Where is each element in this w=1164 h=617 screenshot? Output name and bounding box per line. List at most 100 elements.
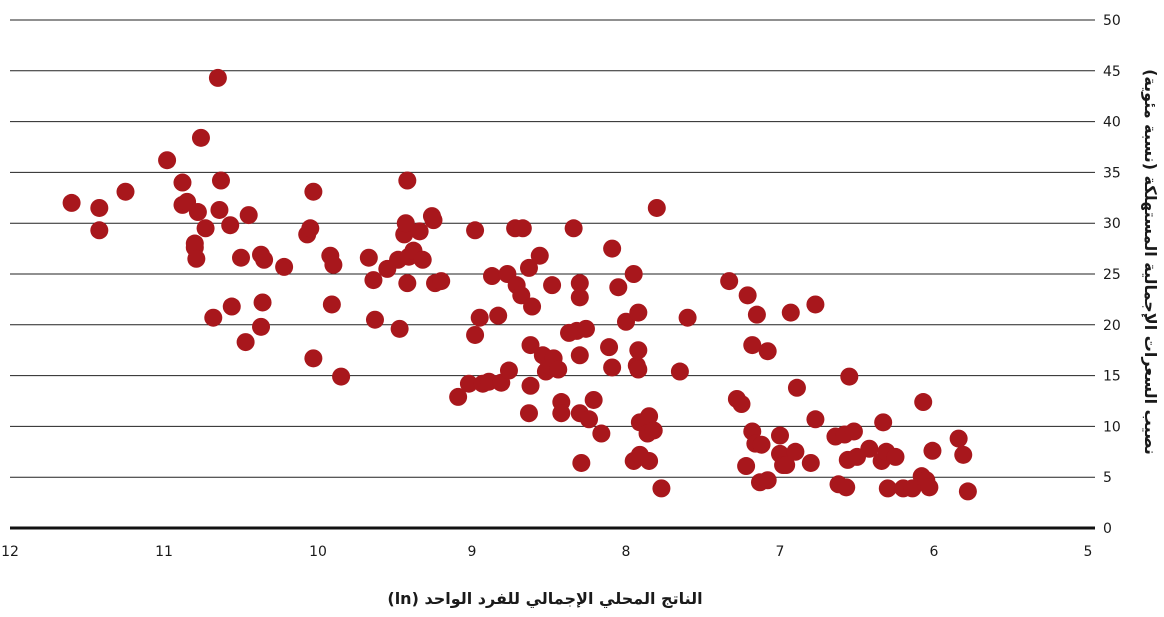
x-tick-label: 9 xyxy=(468,544,477,560)
data-point xyxy=(771,426,789,445)
x-tick-label: 10 xyxy=(309,544,327,560)
data-point xyxy=(603,358,622,377)
data-point xyxy=(236,333,255,352)
data-point xyxy=(390,319,409,338)
data-point xyxy=(470,308,489,327)
x-axis: 12 11 10 9 8 7 6 5 xyxy=(1,526,1095,560)
data-point xyxy=(208,68,227,87)
y-tick-label: 0 xyxy=(1103,521,1112,537)
data-point xyxy=(398,171,417,190)
data-point xyxy=(781,303,800,322)
data-point xyxy=(860,439,879,458)
data-point xyxy=(629,360,648,379)
data-point xyxy=(644,421,663,440)
data-point xyxy=(737,457,756,476)
x-tick-label: 8 xyxy=(622,544,631,560)
data-point xyxy=(359,248,378,267)
data-point xyxy=(252,317,271,336)
data-point xyxy=(449,387,468,406)
data-point xyxy=(552,404,571,423)
data-point xyxy=(720,272,739,291)
y-axis: 0 5 10 15 20 25 30 35 40 45 50 xyxy=(1103,13,1121,537)
data-point xyxy=(743,336,762,355)
data-point xyxy=(958,482,977,501)
data-point xyxy=(678,308,697,327)
data-point xyxy=(837,478,856,497)
data-point xyxy=(920,478,939,497)
data-point xyxy=(640,407,659,426)
data-point xyxy=(584,390,603,409)
data-point xyxy=(513,219,532,238)
data-point xyxy=(512,286,531,305)
data-point xyxy=(424,211,443,230)
data-point xyxy=(489,306,508,325)
x-tick-label: 5 xyxy=(1084,544,1093,560)
x-tick-label: 6 xyxy=(930,544,939,560)
data-point xyxy=(530,246,549,265)
x-tick-label: 11 xyxy=(155,544,173,560)
data-point xyxy=(732,395,751,414)
data-point xyxy=(572,453,591,472)
data-point xyxy=(413,250,432,269)
data-point xyxy=(466,221,485,240)
data-point xyxy=(914,393,933,412)
data-point xyxy=(204,308,223,327)
data-point xyxy=(844,422,863,441)
data-point xyxy=(519,258,538,277)
data-point xyxy=(787,378,806,397)
data-point xyxy=(322,295,341,314)
data-point xyxy=(523,297,542,316)
data-point xyxy=(410,222,429,241)
data-point xyxy=(592,424,611,443)
x-axis-title: الناتج المحلي الإجمالي للفرد الواحد (ln) xyxy=(387,589,702,609)
data-point xyxy=(747,305,766,324)
data-point xyxy=(324,255,343,274)
data-point xyxy=(629,341,648,360)
data-point xyxy=(840,367,859,386)
data-point xyxy=(255,250,274,269)
data-point xyxy=(196,219,215,238)
data-point xyxy=(90,221,109,240)
data-point xyxy=(253,293,272,312)
data-point xyxy=(221,216,240,235)
y-tick-label: 30 xyxy=(1103,216,1121,232)
data-point xyxy=(364,271,383,290)
data-point xyxy=(239,206,258,225)
data-point xyxy=(521,376,540,395)
data-point xyxy=(874,413,893,432)
data-point xyxy=(211,171,230,190)
data-point xyxy=(210,200,229,219)
data-point xyxy=(116,182,135,201)
y-tick-label: 10 xyxy=(1103,419,1121,435)
data-point xyxy=(396,214,415,233)
y-axis-title: نصيب السعرات الإجمالية المستهلكة (نسبة م… xyxy=(1141,69,1160,455)
data-point xyxy=(62,193,81,212)
data-point xyxy=(365,310,384,329)
data-point xyxy=(806,295,825,314)
data-point xyxy=(466,325,485,344)
data-point xyxy=(275,257,294,276)
y-tick-label: 15 xyxy=(1103,369,1121,385)
data-point xyxy=(499,361,518,380)
data-point xyxy=(652,479,671,498)
data-point xyxy=(609,278,628,297)
data-point xyxy=(398,274,417,293)
data-point xyxy=(878,479,897,498)
data-point xyxy=(304,349,323,368)
data-point xyxy=(629,303,648,322)
data-point xyxy=(483,267,502,286)
data-point xyxy=(758,471,777,490)
y-tick-label: 45 xyxy=(1103,64,1121,80)
data-point xyxy=(158,151,177,170)
data-point xyxy=(949,429,968,448)
data-point xyxy=(222,297,241,316)
data-point xyxy=(90,198,109,217)
data-point xyxy=(564,219,583,238)
data-point xyxy=(640,451,659,470)
data-point xyxy=(752,435,771,454)
grid-lines xyxy=(10,19,1095,478)
data-point xyxy=(954,445,973,464)
x-tick-label: 7 xyxy=(776,544,785,560)
